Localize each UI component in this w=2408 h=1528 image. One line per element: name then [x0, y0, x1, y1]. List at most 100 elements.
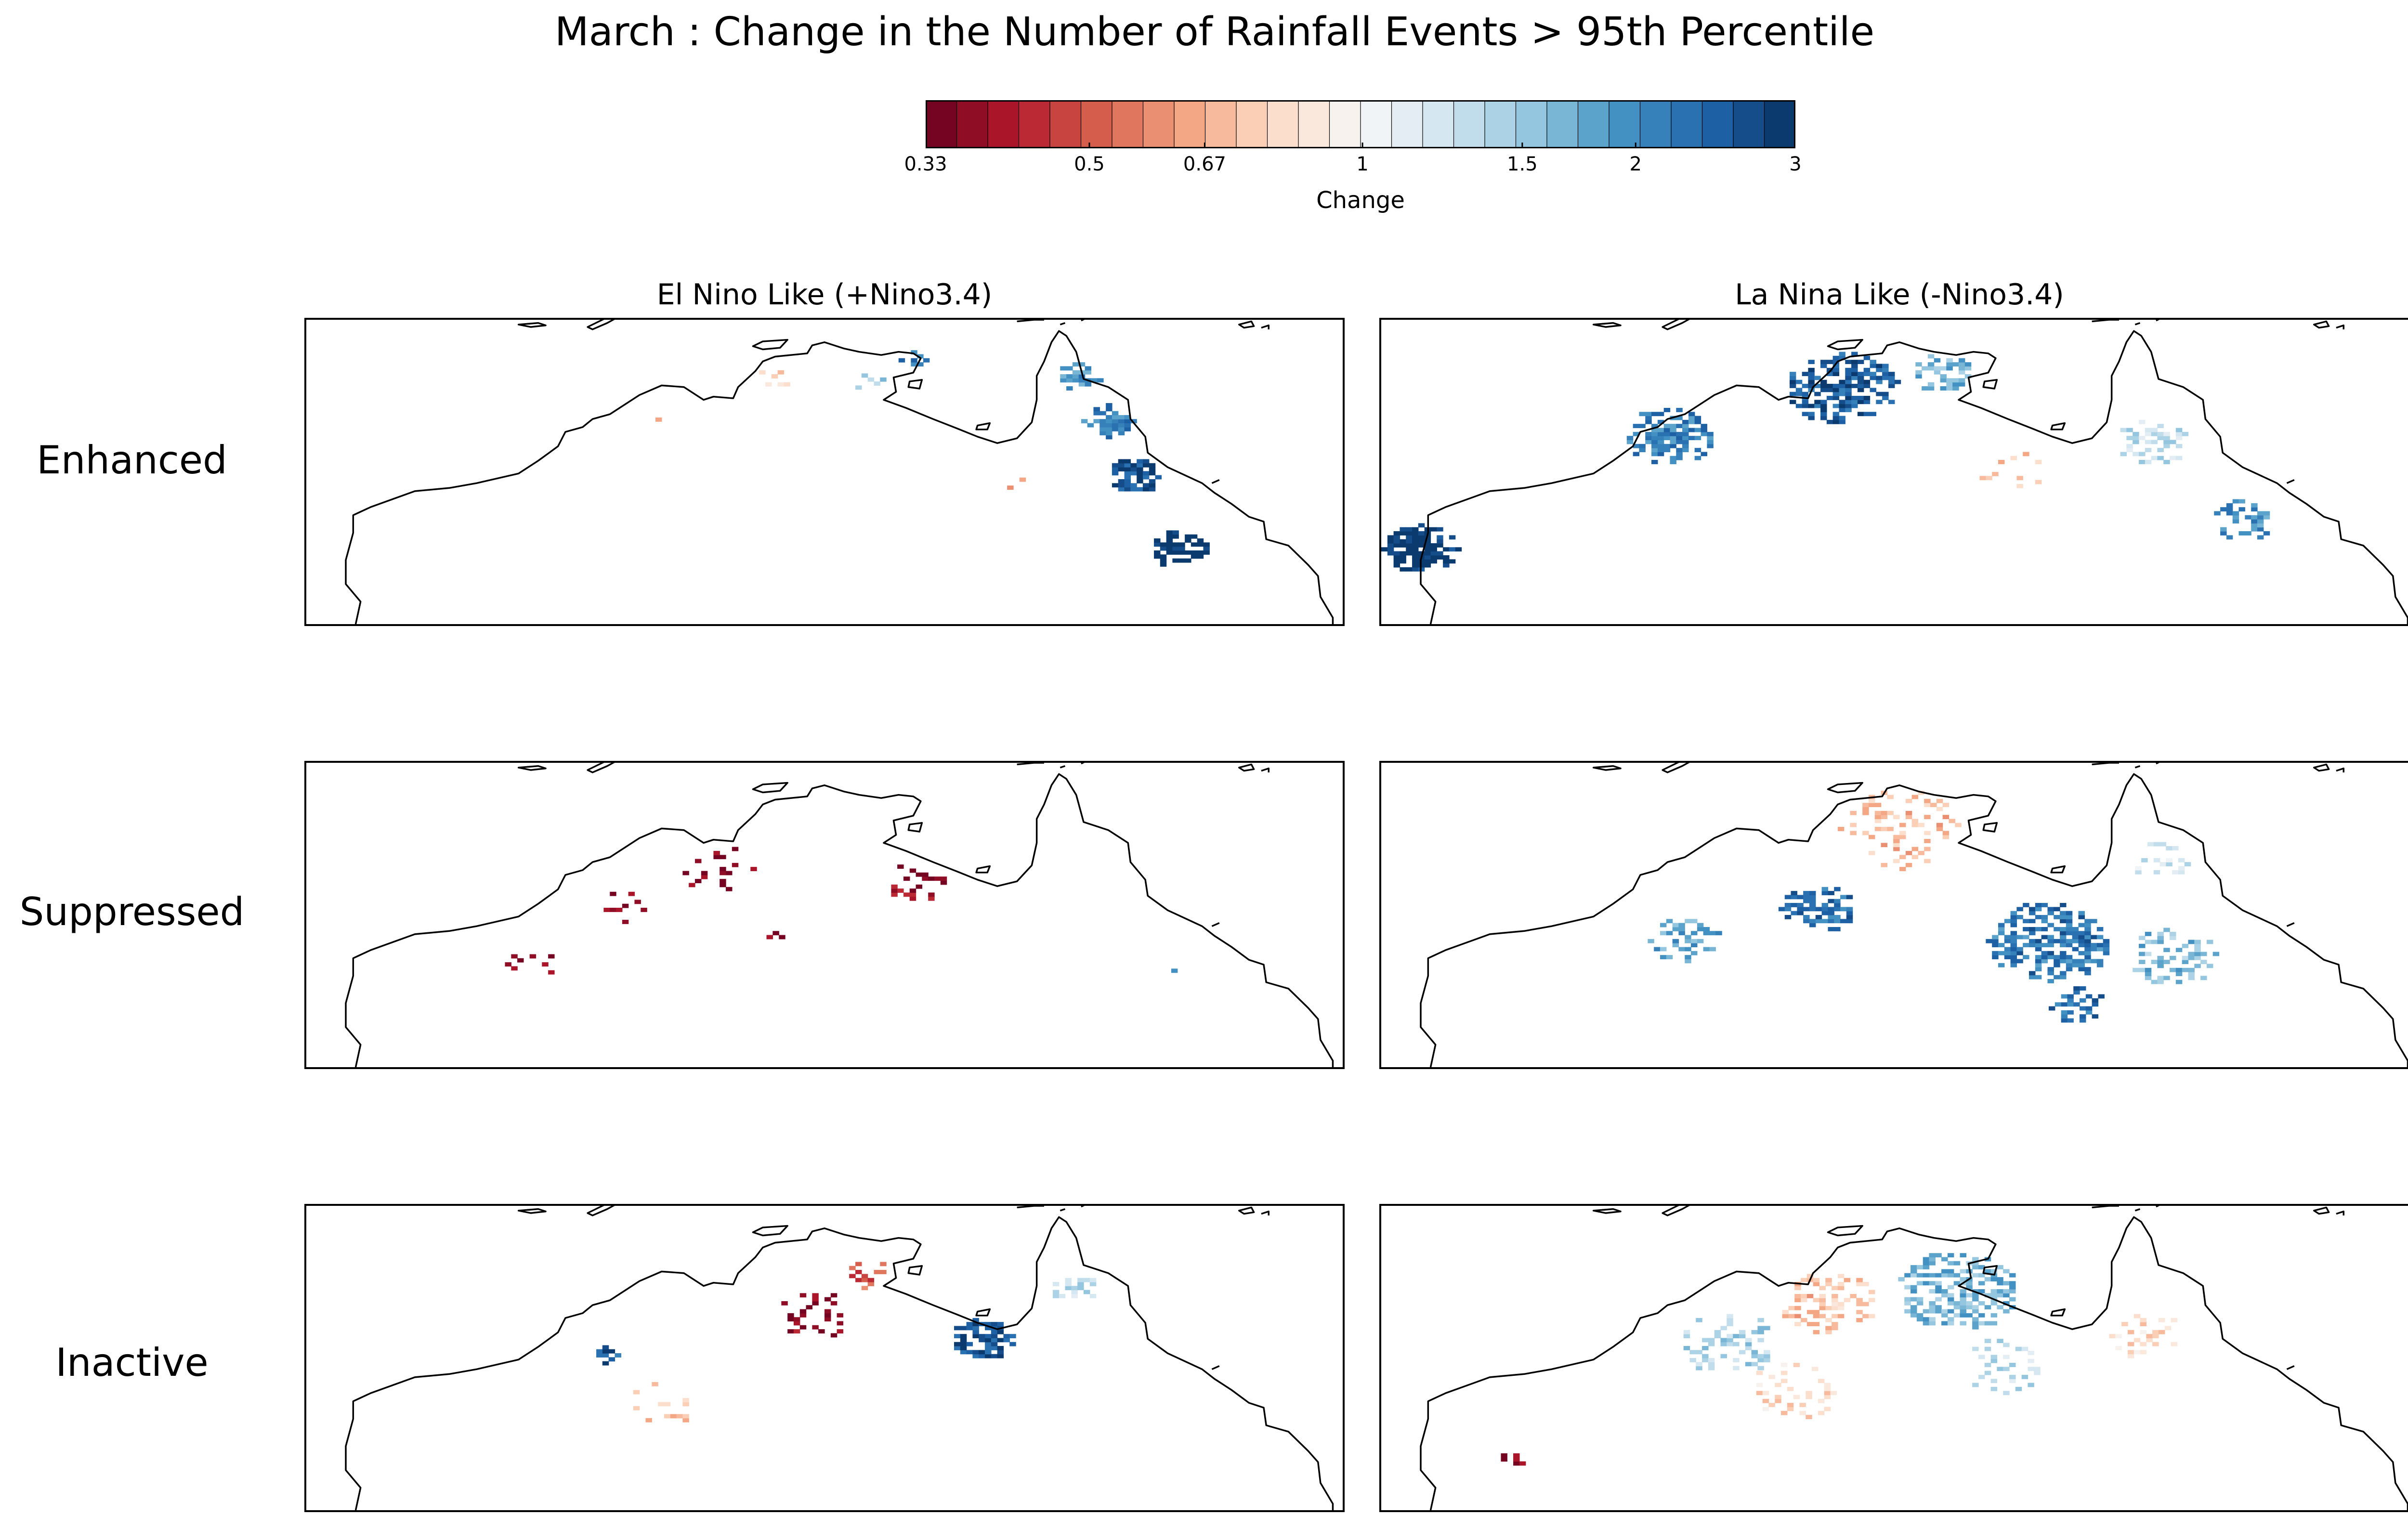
grid-cell	[1060, 366, 1067, 371]
coastline	[345, 1216, 1334, 1510]
grid-cell	[1789, 392, 1796, 396]
grid-cell	[1862, 831, 1869, 836]
grid-cell	[2009, 1285, 2016, 1290]
grid-cell	[1089, 1293, 1097, 1298]
grid-cell	[1960, 1305, 1966, 1310]
grid-cell	[861, 1278, 868, 1282]
grid-cell	[720, 879, 726, 884]
grid-cell	[2084, 919, 2091, 924]
grid-cell	[1203, 550, 1210, 555]
grid-cell	[1911, 1313, 1917, 1318]
grid-cell	[1154, 538, 1161, 543]
grid-cell	[1406, 531, 1413, 535]
grid-cell	[1697, 939, 1704, 943]
grid-cell	[1929, 1257, 1936, 1262]
grid-cell	[1876, 376, 1883, 380]
grid-cell	[1813, 1314, 1820, 1319]
grid-cell	[1960, 1321, 1966, 1326]
grid-cell	[1825, 1330, 1832, 1334]
grid-cell	[2133, 452, 2139, 457]
grid-cell	[2078, 939, 2085, 943]
grid-cell	[1940, 378, 1947, 383]
grid-cell	[1178, 558, 1185, 563]
grid-cell	[1863, 355, 1871, 360]
grid-cell	[1911, 1305, 1917, 1310]
grid-cell	[1757, 1354, 1764, 1358]
grid-cell	[1888, 384, 1895, 388]
map-svg	[345, 763, 1334, 1067]
grid-cell	[1839, 407, 1845, 412]
grid-cell	[732, 862, 739, 867]
grid-cell	[1672, 943, 1679, 948]
grid-cell	[793, 1329, 800, 1334]
grid-cell	[1821, 891, 1829, 896]
grid-cell	[633, 1390, 640, 1395]
grid-cell	[2170, 440, 2176, 444]
grid-cell	[1984, 1346, 1991, 1351]
grid-cell	[1720, 1342, 1727, 1346]
grid-cell	[2041, 927, 2048, 931]
grid-cell	[2127, 1354, 2134, 1358]
grid-cell	[1633, 431, 1640, 436]
grid-cell	[2023, 943, 2029, 948]
grid-cell	[787, 1329, 794, 1334]
grid-cell	[1826, 372, 1833, 377]
grid-cell	[2061, 1002, 2068, 1007]
grid-cell	[2029, 931, 2036, 936]
grid-cell	[1978, 1273, 1985, 1278]
colorbar-tick-label: 3	[1789, 153, 1802, 175]
grid-cell	[1801, 1278, 1807, 1282]
grid-cell	[1795, 388, 1803, 392]
grid-cell	[1984, 1362, 1991, 1367]
grid-cell	[1828, 907, 1834, 912]
grid-cell	[622, 903, 629, 908]
grid-cell	[1851, 352, 1858, 356]
grid-cell	[2145, 440, 2152, 444]
grid-cell	[1172, 542, 1179, 547]
grid-cell	[2054, 915, 2060, 919]
grid-cell	[2084, 955, 2091, 960]
island-outline	[2313, 320, 2330, 329]
grid-cell	[972, 1330, 979, 1334]
grid-cell	[2072, 947, 2079, 952]
grid-cell	[1960, 1277, 1966, 1281]
grid-cell	[2041, 955, 2048, 960]
grid-cell	[1118, 483, 1125, 488]
grid-cell	[2157, 424, 2164, 429]
grid-cell	[1651, 424, 1658, 429]
grid-cell	[1881, 843, 1887, 848]
island-outline	[517, 322, 547, 328]
grid-cell	[1851, 376, 1858, 380]
grid-cell	[1916, 1281, 1924, 1286]
grid-cell	[1998, 931, 2005, 936]
grid-cell	[517, 958, 524, 963]
grid-cell	[812, 1325, 819, 1330]
grid-cell	[2226, 507, 2233, 512]
grid-cell	[1911, 855, 1919, 860]
grid-cell	[1837, 1302, 1845, 1306]
grid-cell	[1757, 1366, 1764, 1371]
grid-cell	[1670, 440, 1676, 444]
grid-cell	[1845, 360, 1852, 365]
grid-cell	[2226, 511, 2233, 516]
colorbar-level	[1733, 100, 1765, 148]
grid-cell	[2194, 943, 2201, 948]
grid-cell	[1663, 428, 1671, 432]
grid-cell	[2151, 940, 2158, 944]
grid-cell	[2133, 967, 2139, 972]
grid-cell	[2085, 1010, 2093, 1015]
grid-cell	[1868, 835, 1875, 839]
colorbar-level	[1422, 100, 1454, 148]
grid-cell	[1149, 479, 1156, 483]
grid-cell	[1986, 939, 1992, 943]
grid-cell	[2163, 460, 2170, 464]
grid-cell	[2133, 436, 2139, 441]
grid-cell	[1851, 400, 1858, 405]
grid-cell	[1825, 1306, 1832, 1310]
grid-cell	[1857, 400, 1864, 405]
grid-cell	[2004, 935, 2011, 940]
grid-cell	[2072, 935, 2079, 940]
grid-cell	[1437, 543, 1443, 548]
grid-cell	[1639, 424, 1646, 429]
grid-cell	[2073, 990, 2080, 995]
